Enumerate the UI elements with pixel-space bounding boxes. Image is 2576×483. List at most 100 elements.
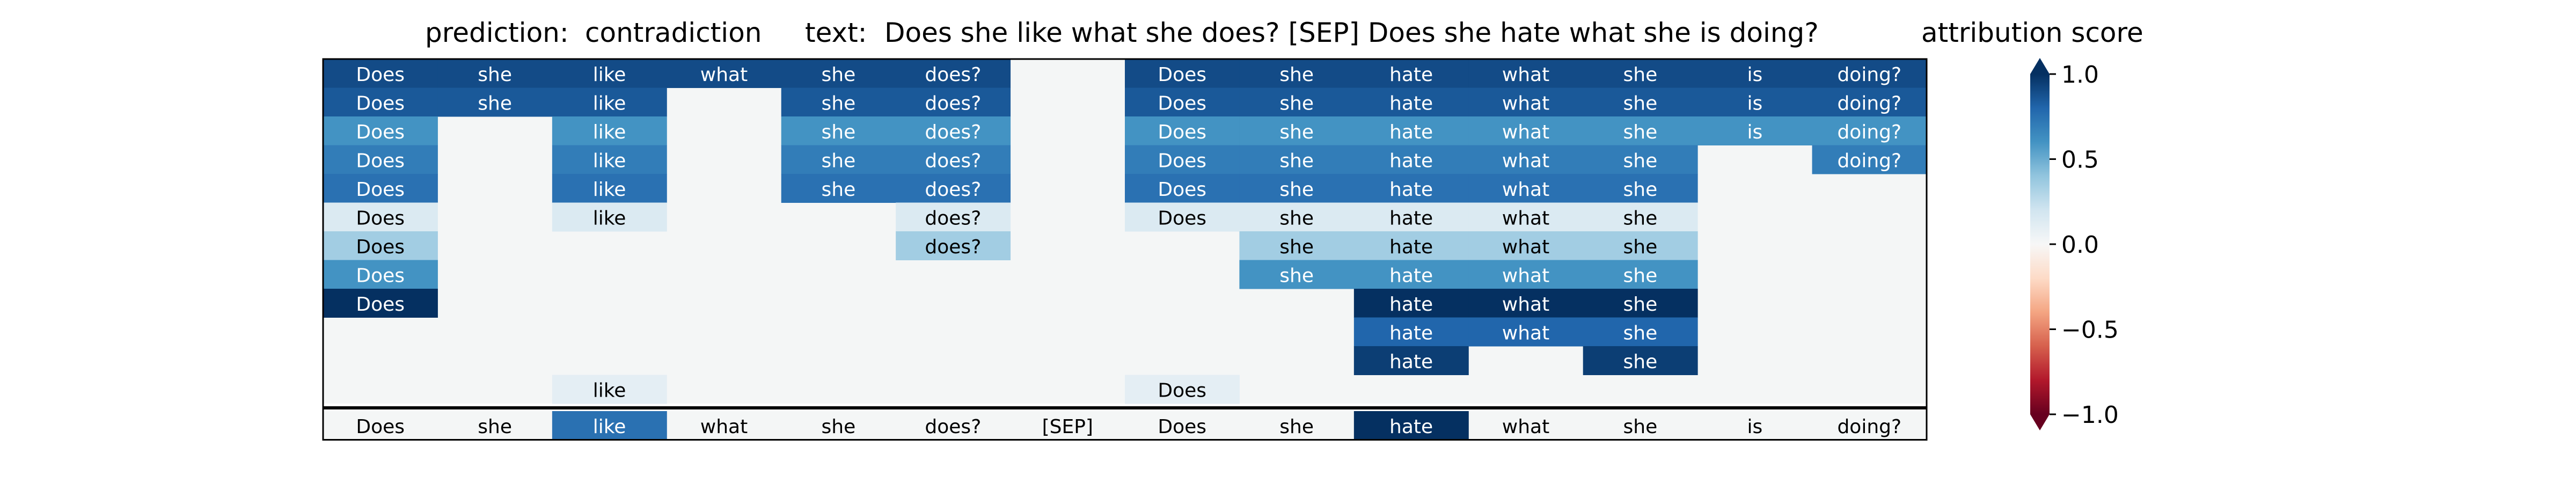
token-label: she [1279, 416, 1314, 438]
heatmap-cell [1812, 87, 1927, 117]
heatmap-cell-label: does? [925, 92, 981, 114]
heatmap-cell [1353, 145, 1469, 174]
heatmap-cell-label: what [1502, 265, 1549, 287]
prediction-value: contradiction [585, 17, 762, 48]
heatmap-cell-label: what [700, 64, 748, 86]
heatmap-cell-label: she [1279, 64, 1314, 86]
heatmap-cell [781, 174, 896, 203]
heatmap-cell [1812, 145, 1927, 174]
heatmap-cell-label: what [1502, 322, 1549, 344]
heatmap-cell [1239, 231, 1355, 260]
heatmap-cell [1583, 87, 1698, 117]
heatmap-cell [1583, 59, 1698, 88]
heatmap-cell-label: Does [356, 265, 405, 287]
heatmap-cell [896, 59, 1011, 88]
heatmap-cell [667, 59, 782, 88]
heatmap-frames [322, 58, 1928, 441]
heatmap-cell-label: what [1502, 179, 1549, 201]
text-label: text: [805, 17, 867, 48]
heatmap-cell [1353, 116, 1469, 145]
heatmap-cell [1353, 317, 1469, 347]
heatmap-cell [1239, 174, 1355, 203]
heatmap-cell [323, 59, 438, 88]
heatmap-cell-label: Does [356, 207, 405, 229]
heatmap-cell [896, 231, 1011, 260]
prediction-label: prediction: [425, 17, 569, 48]
heatmap-cell [1583, 116, 1698, 145]
token-label: is [1747, 416, 1762, 438]
heatmap-cell-label: like [593, 150, 626, 172]
heatmap-cell-label: she [822, 150, 856, 172]
heatmap-cell-label: Does [356, 64, 405, 86]
heatmap-cell [1125, 59, 1240, 88]
heatmap-cell-label: she [1279, 150, 1314, 172]
heatmap-cell [323, 260, 438, 289]
heatmap-cell [323, 231, 438, 260]
heatmap-cell-label: Does [356, 150, 405, 172]
heatmap-cell [781, 116, 896, 145]
heatmap-cell-label: what [1502, 294, 1549, 316]
colorbar-tick-label: −0.5 [2061, 317, 2119, 344]
heatmap-cell-label: like [593, 121, 626, 143]
heatmap-cell [896, 145, 1011, 174]
token-label: [SEP] [1042, 416, 1093, 438]
token-label: doing? [1837, 416, 1901, 438]
colorbar-min-extension [2030, 414, 2050, 430]
heatmap-cell [1468, 174, 1584, 203]
heatmap-cell-label: is [1747, 121, 1762, 143]
token-label: like [593, 416, 626, 438]
heatmap-cell-label: hate [1389, 150, 1433, 172]
heatmap-cell-label: Does [1158, 92, 1206, 114]
token-row-labels: Does she like what she does? [SEP] Does she hate w… [356, 416, 1901, 438]
heatmap-cell-label: Does [1158, 207, 1206, 229]
heatmap-cell-label: hate [1389, 265, 1433, 287]
heatmap-cell-label: what [1502, 207, 1549, 229]
heatmap-cell [1468, 260, 1584, 289]
heatmap-cell-label: Does [1158, 121, 1206, 143]
heatmap-cell [896, 174, 1011, 203]
heatmap-cell-label: does? [925, 236, 981, 258]
heatmap-cell-label: hate [1389, 121, 1433, 143]
heatmap-cell-label: does? [925, 121, 981, 143]
heatmap-cell-label: what [1502, 121, 1549, 143]
heatmap-cell-label: hate [1389, 179, 1433, 201]
token-label: she [478, 416, 512, 438]
colorbar-tick-label: 1.0 [2061, 61, 2099, 89]
heatmap-cell [896, 87, 1011, 117]
heatmap-cell [1125, 116, 1240, 145]
heatmap-cell-label: she [1623, 294, 1658, 316]
colorbar-title: attribution score [1921, 17, 2143, 48]
token-cell [1353, 411, 1469, 440]
token-label: hate [1389, 416, 1433, 438]
token-label: she [822, 416, 856, 438]
heatmap-cell-label: hate [1389, 294, 1433, 316]
heatmap-cell-label: what [1502, 150, 1549, 172]
heatmap-cell-label: she [1623, 322, 1658, 344]
heatmap-cell-label: hate [1389, 207, 1433, 229]
heatmap-cell-label: Does [356, 179, 405, 201]
heatmap-cell-label: she [1279, 236, 1314, 258]
heatmap-cell [1239, 145, 1355, 174]
token-label: she [1623, 416, 1658, 438]
heatmap-cell-label: Does [1158, 64, 1206, 86]
heatmap-cell-label: does? [925, 64, 981, 86]
heatmap-cell-label: she [1279, 179, 1314, 201]
heatmap-cell [1239, 260, 1355, 289]
token-label: Does [356, 416, 405, 438]
heatmap-cell [1125, 375, 1240, 404]
heatmap-cell-label: what [1502, 64, 1549, 86]
heatmap-cell-label: does? [925, 150, 981, 172]
heatmap-cell-label: like [593, 379, 626, 401]
heatmap-cell [1468, 202, 1584, 232]
heatmap-cell-label: she [478, 92, 512, 114]
heatmap-cell-label: she [822, 64, 856, 86]
heatmap-cell [323, 174, 438, 203]
heatmap-cell [1583, 174, 1698, 203]
heatmap-cell [323, 116, 438, 145]
colorbar: 1.0 0.5 0.0 −0.5 −1.0 [2030, 58, 2119, 430]
heatmap-cell [1239, 116, 1355, 145]
heatmap-cell [781, 87, 896, 117]
heatmap-cell-label: Does [356, 121, 405, 143]
heatmap-cell [1697, 87, 1813, 117]
heatmap-cell [1353, 289, 1469, 318]
